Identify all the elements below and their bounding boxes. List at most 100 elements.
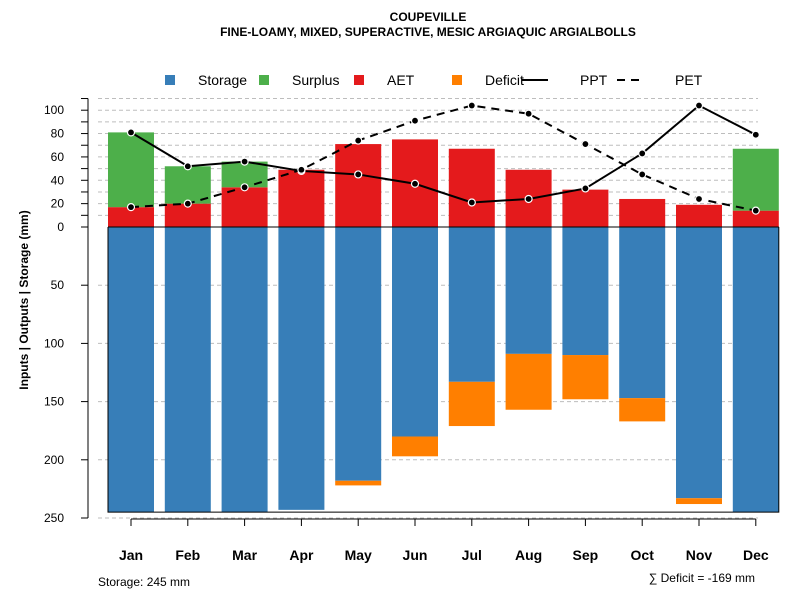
ppt-point (467, 198, 476, 207)
ppt-line (130, 104, 757, 204)
aet-bar (164, 203, 211, 227)
pet-point (751, 206, 760, 215)
pet-point (694, 194, 704, 204)
storage-bar (676, 227, 722, 499)
x-tick-label: Jul (462, 547, 482, 563)
aet-bar (676, 204, 722, 227)
x-tick-label: Jun (403, 547, 428, 563)
pet-point (467, 101, 476, 110)
legend: Storage Surplus AET Deficit PPT PET (165, 72, 703, 88)
deficit-bar (448, 381, 495, 427)
aet-bar (562, 189, 609, 227)
surplus-bar (108, 132, 154, 208)
axis-layer: 0 20 40 60 80 100 50 100 150 200 250 Jan Feb Mar Apr Ma… (44, 98, 780, 563)
ppt-point (410, 179, 420, 188)
y-tick-label: 20 (51, 197, 65, 211)
aet-bar (448, 148, 495, 227)
aet-bar (221, 187, 268, 227)
aet-bar (335, 144, 382, 227)
y-tick-label: 0 (57, 220, 64, 234)
pet-point (638, 170, 647, 179)
legend-swatch (354, 75, 364, 85)
deficit-bar (676, 498, 722, 505)
x-tick-label: Sep (573, 547, 599, 563)
y-tick-label: 80 (51, 127, 65, 141)
x-tick-label: Oct (631, 547, 655, 563)
x-tick-label: Dec (743, 547, 769, 563)
deficit-bar (335, 480, 382, 486)
y-tick-label: 150 (44, 395, 64, 409)
pet-point (354, 136, 363, 145)
y-tick-label: 250 (44, 511, 64, 525)
storage-capacity-outline (107, 227, 780, 513)
storage-bar (108, 227, 154, 513)
ppt-point (524, 194, 533, 204)
ppt-point (126, 128, 136, 137)
x-tick-label: Feb (175, 547, 200, 563)
ppt-point (240, 157, 249, 166)
surplus-bar (732, 148, 779, 211)
legend-label: Deficit (485, 72, 524, 88)
storage-bar (562, 227, 609, 356)
x-tick-label: Mar (232, 547, 257, 563)
x-tick-label: Jan (119, 547, 143, 563)
ppt-point (354, 170, 363, 179)
deficit-bar (505, 353, 552, 410)
deficit-note: ∑ Deficit = -169 mm (649, 571, 755, 585)
storage-bar (164, 227, 211, 513)
ppt-point (751, 130, 760, 139)
pet-line (130, 104, 757, 212)
pet-point (524, 109, 533, 118)
bar-layer (108, 132, 779, 513)
line-layer (126, 101, 760, 215)
pet-point (183, 199, 192, 208)
storage-note: Storage: 245 mm (98, 575, 190, 589)
y-tick-label: 100 (44, 103, 64, 117)
surplus-bar (164, 166, 211, 204)
y-tick-label: 60 (51, 150, 65, 164)
legend-label: Storage (198, 72, 247, 88)
x-tick-label: Nov (686, 547, 713, 563)
aet-bar (732, 210, 779, 227)
legend-swatch (259, 75, 269, 85)
aet-bar (278, 169, 325, 227)
storage-bar (732, 227, 779, 513)
pet-point (240, 183, 249, 192)
legend-swatch (165, 75, 175, 85)
legend-swatch (452, 75, 462, 85)
x-tick-label: Apr (289, 547, 314, 563)
ppt-point (183, 162, 192, 171)
storage-bar (221, 227, 268, 513)
y-tick-label: 100 (44, 336, 64, 350)
chart-subtitle: FINE-LOAMY, MIXED, SUPERACTIVE, MESIC AR… (220, 25, 636, 39)
storage-bar (335, 227, 382, 481)
legend-label: PET (675, 72, 703, 88)
ppt-point (638, 149, 647, 158)
y-tick-label: 200 (44, 453, 64, 467)
y-axis-label: Inputs | Outputs | Storage (mm) (17, 210, 31, 389)
storage-bar (619, 227, 666, 399)
legend-label: AET (387, 72, 415, 88)
ppt-point (694, 101, 704, 110)
pet-point (126, 203, 136, 212)
deficit-bar (619, 398, 666, 422)
storage-bar (448, 227, 495, 382)
y-tick-label: 50 (51, 278, 65, 292)
y-tick-label: 40 (51, 173, 65, 187)
storage-bar (505, 227, 552, 354)
deficit-bar (562, 355, 609, 400)
aet-bar (619, 198, 666, 227)
x-tick-label: Aug (515, 547, 542, 563)
pet-point (581, 139, 590, 149)
legend-label: PPT (580, 72, 608, 88)
pet-point (410, 116, 420, 125)
legend-label: Surplus (292, 72, 339, 88)
chart-title: COUPEVILLE (390, 10, 467, 24)
aet-bar (108, 207, 154, 227)
x-tick-label: May (345, 547, 372, 563)
pet-point (297, 165, 306, 174)
deficit-bar (392, 436, 438, 457)
storage-bar (278, 227, 325, 510)
